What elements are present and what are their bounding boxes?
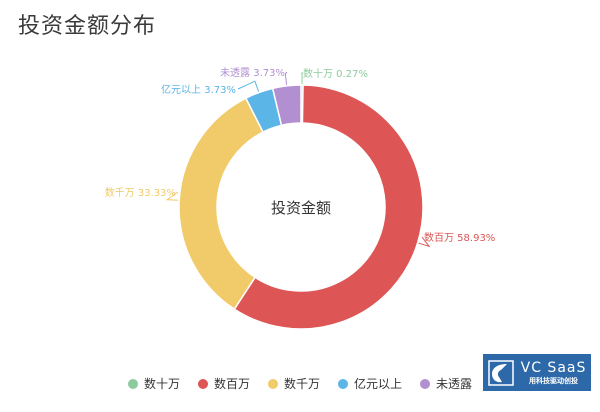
leader-line-2 [418, 236, 431, 248]
donut-slice-2[interactable] [233, 84, 424, 330]
vc-saas-logo: VC SaaS 用科技驱动创投 [483, 354, 591, 391]
legend-dot-icon [338, 378, 348, 389]
legend-item-4[interactable]: 亿元以上 [338, 375, 402, 392]
slice-label-5: 未透露 3.73% [220, 67, 285, 79]
chart-legend: 数十万 数百万 数千万 亿元以上 未透露 [0, 375, 600, 392]
page-title: 投资金额分布 [18, 14, 157, 39]
slice-label-2: 数百万 58.93% [424, 231, 495, 244]
legend-item-5[interactable]: 未透露 [420, 375, 472, 392]
legend-item-2[interactable]: 数百万 [197, 375, 250, 392]
legend-label: 数千万 [283, 377, 320, 391]
legend-label: 数十万 [143, 377, 180, 391]
donut-slice-5[interactable] [271, 84, 302, 127]
leader-line-3 [165, 191, 179, 201]
legend-label: 亿元以上 [354, 377, 403, 391]
leader-line-1 [300, 72, 303, 85]
legend-dot-icon [127, 378, 138, 389]
logo-mark-icon [486, 358, 516, 388]
slice-label-4: 亿元以上 3.73% [161, 83, 236, 96]
legend-label: 未透露 [436, 377, 473, 391]
leader-line-5 [284, 71, 288, 85]
legend-dot-icon [197, 378, 208, 389]
slice-label-1: 数十万 0.27% [303, 67, 368, 80]
donut-slice-3[interactable] [178, 97, 265, 311]
slice-label-3: 数千万 33.33% [105, 186, 176, 199]
legend-dot-icon [267, 378, 278, 389]
legend-item-3[interactable]: 数千万 [267, 375, 320, 392]
legend-dot-icon [420, 378, 431, 389]
legend-label: 数百万 [213, 377, 250, 391]
leader-line-4 [237, 80, 260, 92]
legend-item-1[interactable]: 数十万 [127, 375, 180, 392]
donut-center-label: 投资金额 [271, 199, 331, 217]
logo-main-text: VC SaaS [520, 359, 587, 376]
donut-chart: 数十万 0.27% 数百万 58.93% 数千万 33.33% 亿元以上 3.73% 未… [105, 67, 495, 330]
logo-sub-text: 用科技驱动创投 [529, 376, 578, 385]
